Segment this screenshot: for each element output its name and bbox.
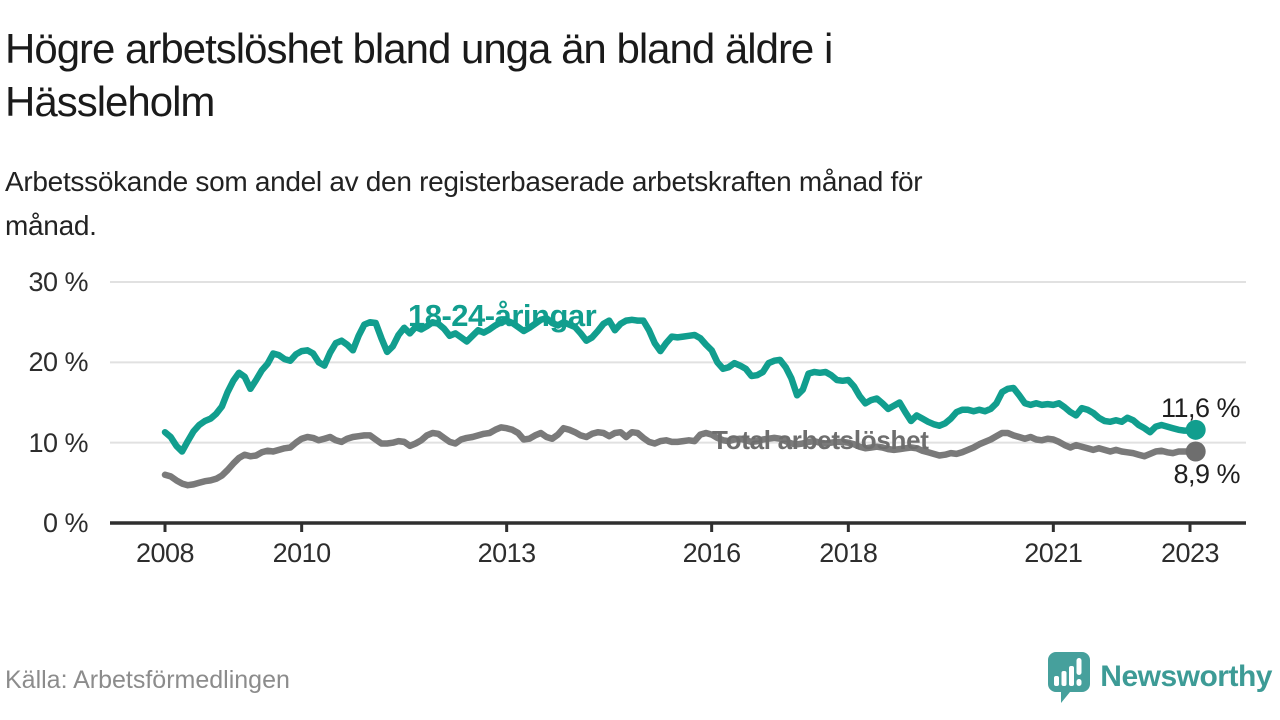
x-tick-label: 2016 <box>682 538 742 568</box>
series-end-dot-0 <box>1185 419 1206 440</box>
x-tick-label: 2013 <box>477 538 537 568</box>
series-label-youth: 18-24-åringar <box>408 298 597 333</box>
y-tick-label: 20 % <box>28 347 88 378</box>
series-end-dot-1 <box>1185 441 1206 462</box>
x-tick-label: 2010 <box>272 538 332 568</box>
end-value-label-youth: 11,6 % <box>1160 393 1241 423</box>
x-axis <box>110 521 1246 532</box>
x-tick-label: 2021 <box>1024 538 1083 568</box>
page-title: Högre arbetslöshet bland unga än bland ä… <box>5 25 833 125</box>
x-tick-label: 2008 <box>135 538 195 568</box>
x-tick-label: 2023 <box>1160 538 1220 568</box>
brand-logo: Newsworthy <box>1044 650 1272 704</box>
page-subtitle: Arbetssökande som andel av den registerb… <box>5 166 923 241</box>
y-tick-label: 0 % <box>42 508 89 538</box>
series-line-0 <box>161 314 1199 455</box>
chart-series <box>161 314 1206 489</box>
y-tick-label: 10 % <box>28 427 88 458</box>
newsworthy-icon <box>1048 652 1091 703</box>
series-line-1 <box>161 424 1199 489</box>
x-tick-label: 2018 <box>819 538 878 568</box>
end-value-label-total: 8,9 % <box>1173 459 1240 489</box>
y-tick-label: 30 % <box>28 267 88 297</box>
brand-name: Newsworthy <box>1100 660 1272 693</box>
series-label-total: Total arbetslöshet <box>712 425 929 455</box>
source-note: Källa: Arbetsförmedlingen <box>5 666 290 694</box>
